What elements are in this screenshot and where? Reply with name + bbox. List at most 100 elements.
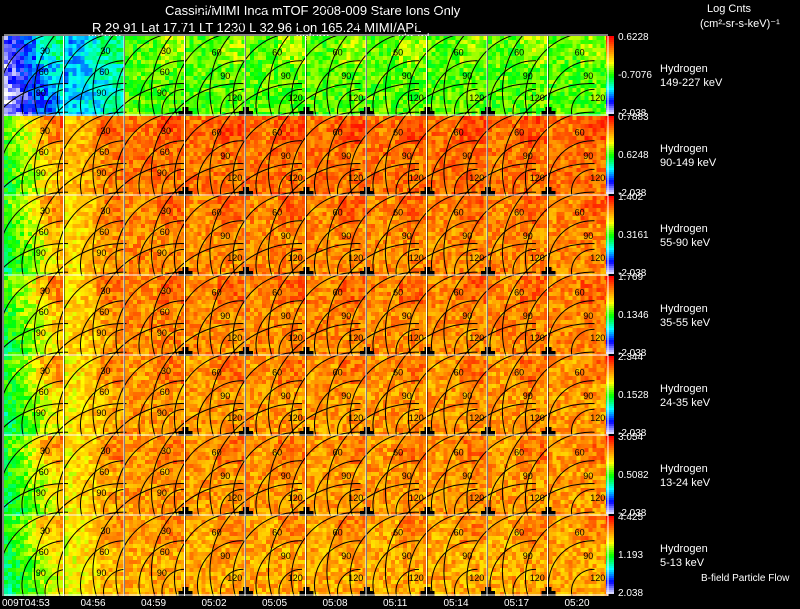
colorbar-segment <box>606 360 614 362</box>
contour-label: 90 <box>36 568 46 578</box>
contour-line <box>268 323 361 439</box>
contour-line <box>115 31 186 119</box>
contour-line <box>337 568 361 599</box>
colorbar-segment <box>606 558 614 560</box>
contour-label: 120 <box>469 333 484 343</box>
marker-cross <box>424 507 431 521</box>
colorbar-segment <box>606 214 614 216</box>
row-species-label: Hydrogen <box>660 222 708 236</box>
contour-line <box>337 88 361 119</box>
colorbar-segment <box>606 116 614 118</box>
contour-label: 60 <box>393 208 403 218</box>
contour-label: 60 <box>454 208 464 218</box>
contour-line <box>443 3 537 119</box>
colorbar-segment <box>606 196 614 198</box>
colorbar-segment <box>606 220 614 222</box>
colorbar-segment <box>606 298 614 300</box>
contour-line <box>512 328 537 359</box>
contour-label: 120 <box>348 413 363 423</box>
chart-title: Cassini/MIMI Inca mTOF 2008-009 Stare Io… <box>165 3 460 18</box>
colorbar-segment <box>606 282 614 284</box>
contour-line <box>385 403 478 519</box>
colorbar-segment <box>606 424 614 426</box>
colorbar-segment <box>606 138 614 140</box>
colorbar-segment <box>606 104 614 106</box>
colorbar-segment <box>606 574 614 576</box>
contour-line <box>209 243 303 359</box>
contour-label: 60 <box>39 307 49 317</box>
contour-label: 90 <box>402 311 412 321</box>
contour-label: 60 <box>99 467 109 477</box>
marker-cross <box>182 587 189 601</box>
marker-cross <box>243 507 249 521</box>
colorbar-segment <box>606 292 614 294</box>
contour-label: 60 <box>99 387 109 397</box>
heatmap-panel <box>64 196 125 276</box>
colorbar-segment <box>606 482 614 484</box>
contour-label: 120 <box>469 93 484 103</box>
contour-line <box>443 83 537 199</box>
contour-label: 90 <box>281 471 291 481</box>
contour-line <box>0 243 69 272</box>
contour-label: 60 <box>212 448 222 458</box>
contour-line <box>80 460 127 519</box>
contour-label: 120 <box>288 93 303 103</box>
contour-line <box>197 380 244 439</box>
contour-line <box>21 460 69 519</box>
contour-label: 30 <box>161 286 171 296</box>
contour-line <box>0 111 69 199</box>
colorbar-segment <box>606 364 614 366</box>
colorbar-segment <box>606 484 614 486</box>
contour-line <box>372 300 420 359</box>
contour-label: 120 <box>469 173 484 183</box>
colorbar-segment <box>606 142 614 144</box>
row-energy-label: 5-13 keV <box>660 556 704 570</box>
contour-line <box>349 191 420 279</box>
row-energy-label: 149-227 keV <box>660 76 722 90</box>
marker-cross <box>364 107 370 121</box>
contour-label: 90 <box>36 168 46 178</box>
colorbar-segment <box>606 294 614 296</box>
contour-line <box>337 248 361 279</box>
contour-label: 90 <box>281 71 291 81</box>
contour-label: 90 <box>523 231 533 241</box>
colorbar-segment <box>606 458 614 460</box>
contour-label: 90 <box>341 391 351 401</box>
heatmap-panel <box>246 436 306 516</box>
contour-label: 60 <box>160 227 170 237</box>
contour-line <box>314 460 361 519</box>
contour-line <box>443 243 537 359</box>
contour-line <box>56 31 127 119</box>
contour-label: 90 <box>220 311 230 321</box>
colorbar-segment <box>606 300 614 302</box>
time-tick-label: 05:05 <box>262 598 287 609</box>
contour-line <box>524 351 595 439</box>
contour-line <box>0 483 69 512</box>
colorbar-segment <box>606 228 614 230</box>
contour-line <box>571 408 595 439</box>
contour-line <box>443 483 537 599</box>
contour-label: 90 <box>157 88 167 98</box>
colorbar-segment <box>606 302 614 304</box>
colorbar-segment <box>606 526 614 528</box>
colorbar-segment <box>606 198 614 200</box>
marker-cross <box>545 587 552 601</box>
colorbar-segment <box>606 374 614 376</box>
contour-line <box>326 3 420 119</box>
colorbar-segment <box>606 478 614 480</box>
colorbar-segment <box>606 112 614 114</box>
contour-line <box>431 140 478 199</box>
colorbar-segment <box>606 180 614 182</box>
contour-line <box>512 408 537 439</box>
contour-label: 120 <box>530 173 545 183</box>
contour-label: 60 <box>575 368 585 378</box>
contour-label: 90 <box>36 328 46 338</box>
colorbar-segment <box>606 444 614 446</box>
contour-line <box>385 483 478 599</box>
colorbar-segment <box>606 102 614 104</box>
contour-line <box>524 111 595 199</box>
contour-line <box>326 403 420 519</box>
contour-label: 90 <box>583 151 593 161</box>
contour-line <box>454 88 478 119</box>
colorbar-segment <box>606 48 614 50</box>
